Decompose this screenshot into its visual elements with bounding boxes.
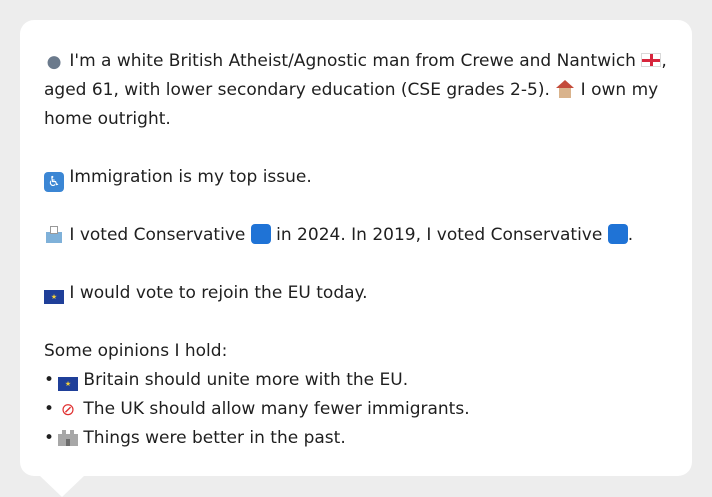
eu-line-text: I would vote to rejoin the EU today. <box>69 283 368 303</box>
profile-line-1-text: I'm a white British Atheist/Agnostic man… <box>69 51 636 71</box>
opinion-text: Things were better in the past. <box>83 428 346 448</box>
bubble-tail <box>40 476 84 497</box>
vote-line: I voted Conservative in 2024. In 2019, I… <box>44 221 668 250</box>
bullet: • <box>44 399 55 419</box>
profile-line-3-text: home outright. <box>44 109 171 129</box>
profile-line-2: aged 61, with lower secondary education … <box>44 76 668 105</box>
blue-square-icon <box>250 224 271 244</box>
eu-flag-icon: ★ <box>44 290 64 304</box>
opinion-item: • Things were better in the past. <box>44 424 668 453</box>
person-icon: ● <box>46 52 62 72</box>
chat-message-bubble: ● I'm a white British Atheist/Agnostic m… <box>20 20 692 476</box>
issue-line-text: Immigration is my top issue. <box>69 167 312 187</box>
profile-line-1-end: , <box>661 51 667 71</box>
vote-line-a-text: I voted Conservative <box>69 225 246 245</box>
prohibited-icon: ⊘ <box>60 400 76 420</box>
castle-icon <box>58 430 78 446</box>
opinions-heading-text: Some opinions I hold: <box>44 341 228 361</box>
profile-line-1: ● I'm a white British Atheist/Agnostic m… <box>44 47 668 76</box>
england-flag-icon <box>641 53 662 67</box>
bullet: • <box>44 428 55 448</box>
wheelchair-box-icon: ♿ <box>44 172 64 192</box>
opinion-item: • ★ Britain should unite more with the EU… <box>44 366 668 395</box>
profile-line-2-text: aged 61, with lower secondary education … <box>44 80 550 100</box>
house-icon <box>555 80 575 98</box>
opinion-text: The UK should allow many fewer immigrant… <box>83 399 470 419</box>
ballot-box-icon <box>44 225 64 243</box>
blue-square-icon <box>607 224 628 244</box>
opinions-heading: Some opinions I hold: <box>44 337 668 366</box>
opinion-item: • ⊘ The UK should allow many fewer immigr… <box>44 395 668 424</box>
eu-line: ★ I would vote to rejoin the EU today. <box>44 279 668 308</box>
vote-line-c-text: . <box>627 225 634 245</box>
opinion-text: Britain should unite more with the EU. <box>83 370 409 390</box>
bullet: • <box>44 370 55 390</box>
eu-flag-icon: ★ <box>58 377 78 391</box>
profile-line-2b-text: I own my <box>580 80 659 100</box>
profile-line-3: home outright. <box>44 105 668 134</box>
issue-line: ♿ Immigration is my top issue. <box>44 163 668 192</box>
vote-line-b-text: in 2024. In 2019, I voted Conservative <box>276 225 603 245</box>
